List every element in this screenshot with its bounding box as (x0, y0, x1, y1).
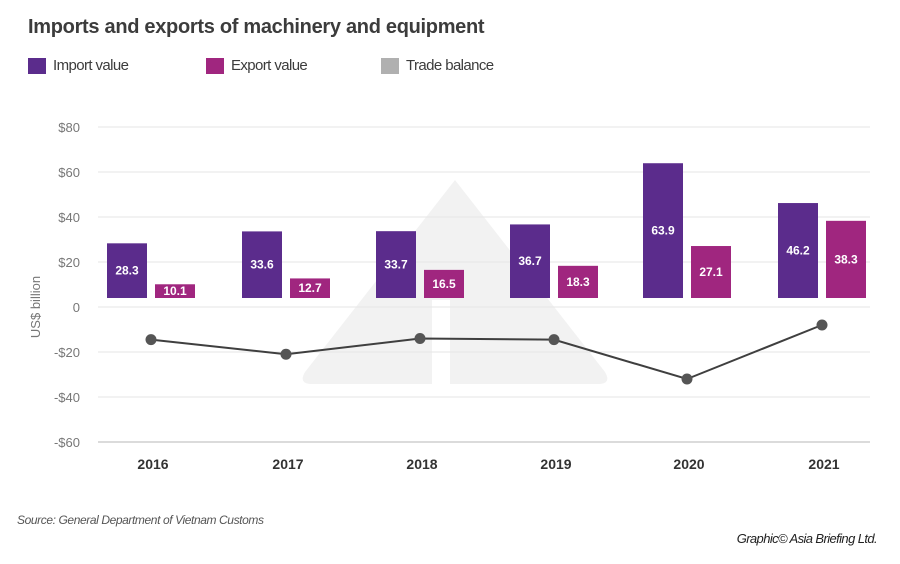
trade-balance-polyline (150, 324, 823, 381)
x-tick-label: 2017 (272, 456, 303, 472)
export-bar (290, 278, 330, 298)
gridlines (98, 126, 870, 443)
y-tick-label: 0 (73, 300, 80, 315)
x-tick-label: 2019 (540, 456, 571, 472)
trade-balance-swatch (381, 57, 399, 74)
y-axis-tick-labels: $80 $60 $40 $20 0 -$20 -$40 -$60 (54, 120, 80, 450)
import-bar (778, 203, 818, 298)
watermark-gap (432, 300, 450, 384)
import-data-label: 46.2 (786, 244, 810, 258)
trade-balance-point (414, 333, 426, 344)
y-tick-label: $60 (58, 165, 80, 180)
export-bar (558, 265, 598, 298)
export-bar (424, 269, 464, 298)
legend-label-import: Import value (53, 57, 129, 74)
import-data-label: 36.7 (518, 254, 542, 268)
export-data-label: 16.5 (432, 277, 456, 291)
trade-balance-point (145, 334, 157, 346)
y-tick-label: $40 (58, 210, 80, 225)
y-axis-label: US$ billion (28, 276, 43, 338)
trade-balance-point (816, 319, 828, 331)
import-data-label: 33.6 (250, 258, 274, 272)
legend-item-import: Import value (28, 57, 206, 74)
export-data-label: 18.3 (566, 275, 590, 289)
export-data-label: 27.1 (699, 265, 723, 279)
trade-balance-point (681, 373, 693, 385)
bars: 28.3 10.1 33.6 12.7 33.7 16.5 36.7 18.3 63.9 27.1… (107, 163, 866, 298)
export-data-label: 12.7 (298, 281, 322, 295)
chart-title: Imports and exports of machinery and equ… (28, 16, 485, 38)
trade-balance-point (280, 348, 292, 360)
export-bar (826, 220, 866, 298)
source-note: Source: General Department of Vietnam Cu… (17, 513, 264, 527)
legend-label-export: Export value (231, 57, 308, 74)
import-data-label: 63.9 (651, 224, 675, 238)
x-tick-label: 2021 (808, 456, 839, 472)
legend-item-trade-balance: Trade balance (381, 57, 494, 74)
legend-label-trade-balance: Trade balance (406, 57, 494, 74)
export-data-label: 10.1 (163, 284, 187, 298)
y-tick-label: -$60 (54, 435, 80, 450)
trade-balance-point (548, 334, 560, 346)
trade-balance-line (145, 319, 828, 385)
legend-item-export: Export value (206, 57, 381, 74)
import-swatch (28, 57, 46, 74)
x-tick-label: 2016 (137, 456, 168, 472)
legend: Import value Export value Trade balance (28, 57, 494, 74)
y-tick-label: $20 (58, 255, 80, 270)
import-bar (242, 231, 282, 298)
import-bar (107, 243, 147, 298)
credit-note: Graphic© Asia Briefing Ltd. (736, 531, 878, 546)
import-bar (376, 231, 416, 298)
x-axis-tick-labels: 2016 2017 2018 2019 2020 2021 (137, 456, 839, 472)
import-bar (643, 163, 683, 298)
import-bar (510, 224, 550, 298)
y-tick-label: -$40 (54, 390, 80, 405)
export-bar (155, 284, 195, 298)
y-tick-label: $80 (58, 120, 80, 135)
export-bar (691, 246, 731, 298)
export-swatch (206, 57, 224, 74)
x-tick-label: 2018 (406, 456, 437, 472)
import-data-label: 28.3 (115, 264, 139, 278)
x-tick-label: 2020 (673, 456, 704, 472)
y-tick-label: -$20 (54, 345, 80, 360)
import-data-label: 33.7 (384, 258, 408, 272)
export-data-label: 38.3 (834, 252, 858, 266)
